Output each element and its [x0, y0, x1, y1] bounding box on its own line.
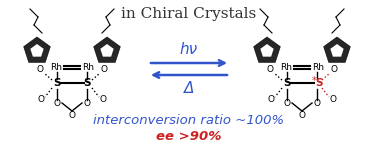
- Text: O: O: [37, 66, 43, 75]
- Text: Rh: Rh: [280, 62, 292, 71]
- Text: ee >90%: ee >90%: [156, 131, 222, 144]
- Text: S: S: [283, 78, 291, 88]
- Text: Δ: Δ: [184, 81, 194, 96]
- Text: O: O: [330, 95, 336, 104]
- Text: O: O: [99, 95, 107, 104]
- Text: *: *: [312, 76, 317, 86]
- Polygon shape: [324, 37, 350, 62]
- Text: O: O: [330, 66, 338, 75]
- Polygon shape: [94, 37, 120, 62]
- Polygon shape: [100, 44, 114, 57]
- Polygon shape: [30, 44, 43, 57]
- Text: O: O: [54, 100, 60, 108]
- Polygon shape: [24, 37, 50, 62]
- Text: hν: hν: [180, 42, 198, 57]
- Text: Rh: Rh: [82, 62, 94, 71]
- Text: in Chiral Crystals: in Chiral Crystals: [121, 7, 257, 21]
- Text: Rh: Rh: [50, 62, 62, 71]
- Polygon shape: [260, 44, 274, 57]
- Text: O: O: [101, 66, 107, 75]
- Text: O: O: [268, 95, 274, 104]
- Text: S: S: [315, 78, 323, 88]
- Text: O: O: [37, 95, 45, 104]
- Polygon shape: [254, 37, 280, 62]
- Text: interconversion ratio ~100%: interconversion ratio ~100%: [93, 115, 285, 128]
- Polygon shape: [330, 44, 344, 57]
- Text: O: O: [284, 100, 291, 108]
- Text: O: O: [84, 100, 90, 108]
- Text: S: S: [53, 78, 61, 88]
- Text: O: O: [266, 66, 274, 75]
- Text: Rh: Rh: [312, 62, 324, 71]
- Text: S: S: [83, 78, 91, 88]
- Text: O: O: [68, 111, 76, 120]
- Text: O: O: [299, 111, 305, 120]
- Text: O: O: [313, 100, 321, 108]
